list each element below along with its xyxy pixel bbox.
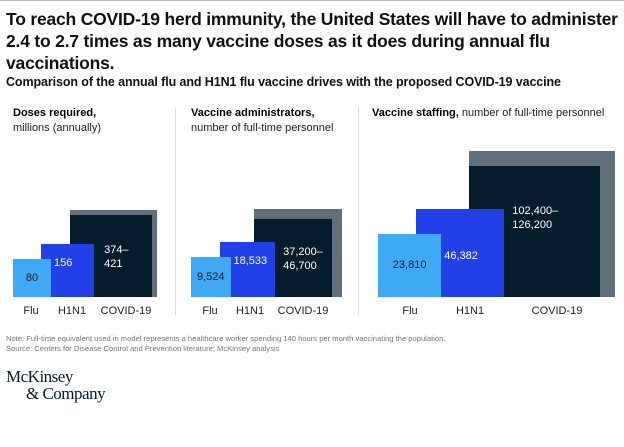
data-label-flu: 80 (25, 271, 39, 284)
mckinsey-logo: McKinsey & Company (6, 367, 106, 403)
data-label-flu: 23,810 (392, 259, 427, 272)
category-label-h1n1: H1N1 (57, 305, 87, 317)
category-label-covid-19: COVID-19 (531, 305, 583, 317)
panel-title-rest: number of full-time personnel (461, 107, 605, 119)
category-label-flu: Flu (202, 305, 218, 317)
category-label-flu: Flu (402, 305, 418, 317)
category-label-covid-19: COVID-19 (100, 305, 152, 317)
title-line-1: To reach COVID-19 herd immunity, the Uni… (6, 9, 618, 29)
panel-title-doses: Doses required, millions (annually) (13, 106, 101, 136)
top-rule (0, 0, 624, 1)
data-label-h1n1: 18,533 (233, 254, 268, 267)
data-label-covid-19: 37,200– 46,700 (283, 245, 323, 272)
category-label-h1n1: H1N1 (455, 305, 485, 317)
panel-title-rest: millions (annually) (13, 122, 102, 134)
data-label-covid-19: 102,400– 126,200 (512, 204, 559, 231)
category-label-flu: Flu (23, 305, 39, 317)
panel-title-staffing: Vaccine staffing, number of full-time pe… (372, 106, 604, 121)
logo-line-2: & Company (26, 384, 106, 403)
panel-divider (175, 107, 176, 315)
panel-title-bold: Doses required, (13, 107, 97, 119)
category-label-h1n1: H1N1 (235, 305, 265, 317)
note-text: Note: Full-time equivalent used in model… (6, 334, 446, 343)
panel-divider (358, 107, 359, 315)
title-line-2: 2.4 to 2.7 times as many vaccine doses a… (6, 31, 550, 73)
chart-title: To reach COVID-19 herd immunity, the Uni… (6, 8, 624, 74)
bar-flu (378, 233, 442, 297)
chart-subtitle: Comparison of the annual flu and H1N1 fl… (6, 75, 561, 89)
logo-line-1: McKinsey (6, 367, 73, 386)
data-label-flu: 9,524 (196, 271, 225, 284)
bar-flu (13, 258, 51, 297)
panel-title-rest: number of full-time personnel (191, 122, 334, 134)
category-label-covid-19: COVID-19 (277, 305, 329, 317)
panel-title-administrators: Vaccine administrators, number of full-t… (191, 106, 333, 136)
source-text: Source: Centers for Disease Control and … (6, 344, 280, 353)
footnote: Note: Full-time equivalent used in model… (6, 334, 445, 354)
panel-title-bold: Vaccine staffing, (372, 107, 459, 119)
panel-title-bold: Vaccine administrators, (191, 107, 315, 119)
data-label-covid-19: 374– 421 (104, 243, 129, 270)
bar-flu (191, 257, 231, 297)
data-label-h1n1: 46,382 (444, 249, 478, 262)
data-label-h1n1: 156 (54, 256, 73, 269)
